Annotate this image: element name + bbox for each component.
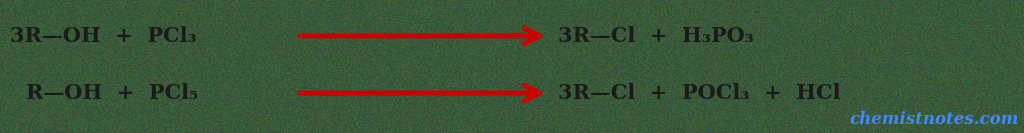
Text: 3R—Cl  +  H₃PO₃: 3R—Cl + H₃PO₃: [558, 26, 754, 46]
Text: chemistnotes.com: chemistnotes.com: [850, 111, 1019, 128]
Text: R—OH  +  PCl₅: R—OH + PCl₅: [26, 83, 198, 103]
Text: 3R—Cl  +  POCl₃  +  HCl: 3R—Cl + POCl₃ + HCl: [558, 83, 841, 103]
Text: 3R—OH  +  PCl₃: 3R—OH + PCl₃: [10, 26, 197, 46]
